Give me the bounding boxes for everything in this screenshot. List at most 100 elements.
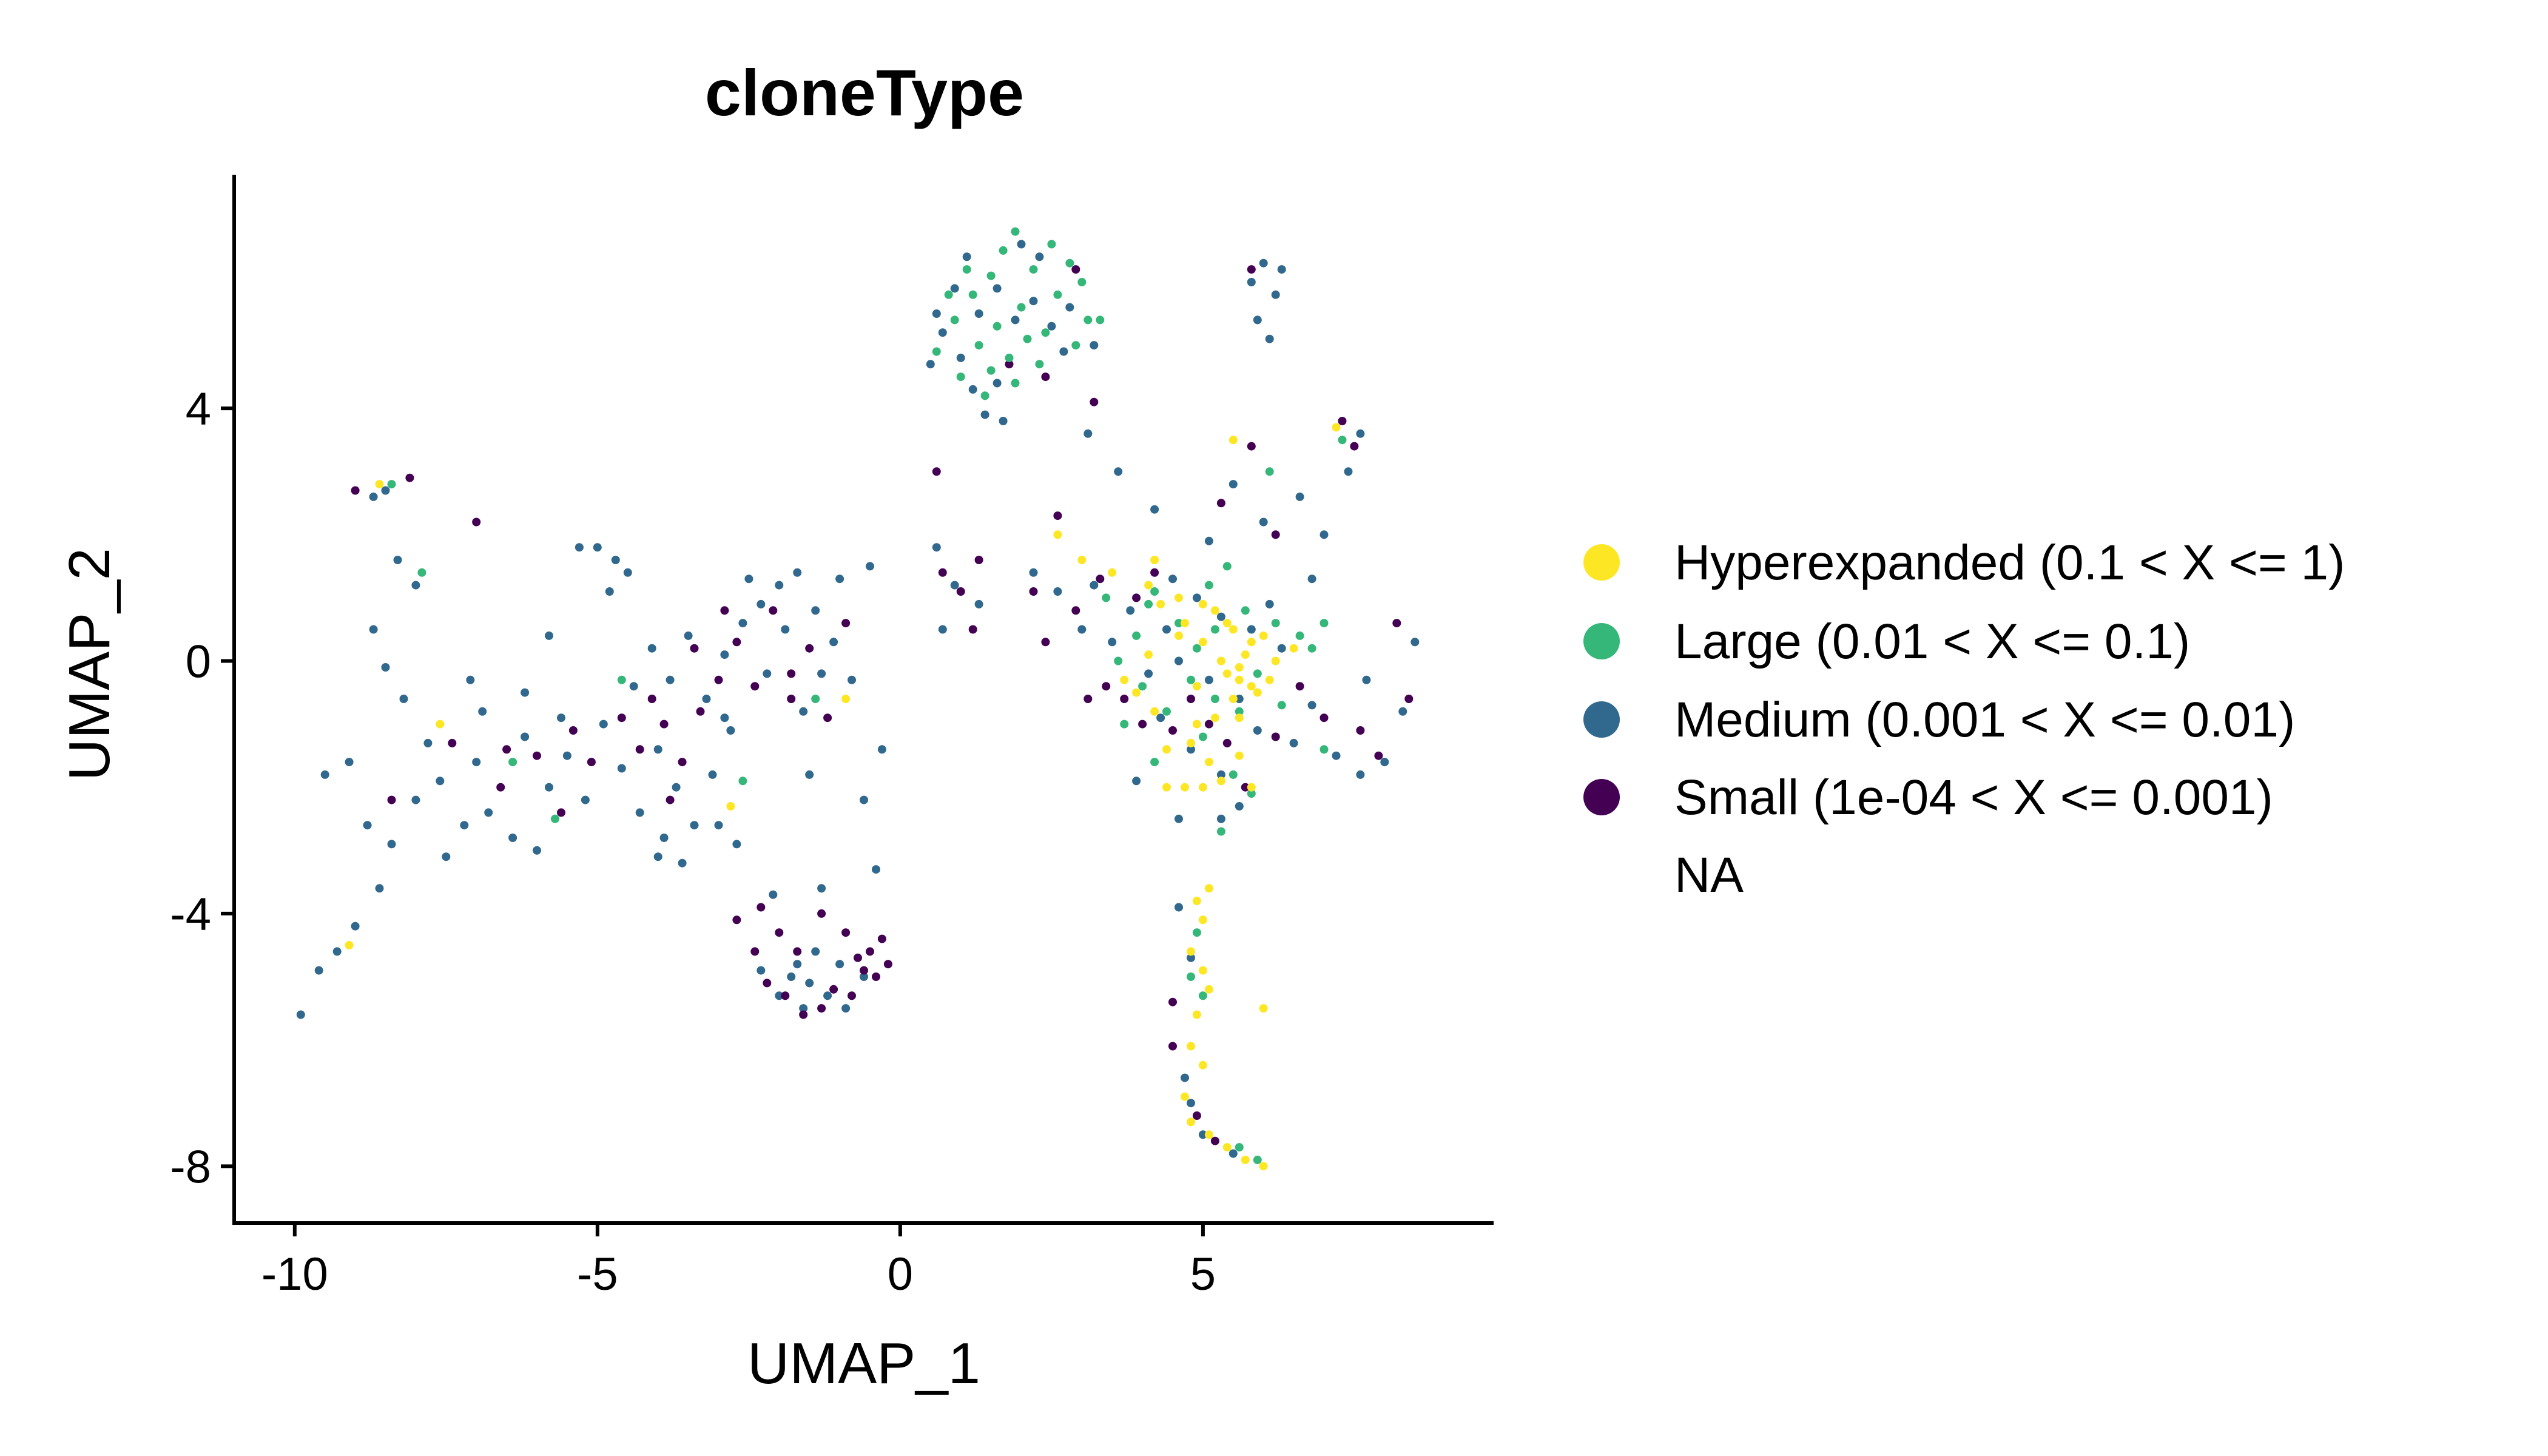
x-axis-ticks: -10 -5 0 5 xyxy=(261,1223,1216,1300)
data-point xyxy=(938,568,947,577)
data-point xyxy=(375,884,384,893)
data-point xyxy=(793,568,802,577)
data-point xyxy=(817,909,826,918)
data-point xyxy=(1374,751,1383,760)
data-point xyxy=(1156,599,1165,608)
data-point xyxy=(653,745,662,754)
data-point xyxy=(805,979,814,988)
data-point xyxy=(974,341,983,350)
data-point xyxy=(1228,770,1238,779)
data-point xyxy=(381,663,390,672)
data-point xyxy=(1253,688,1262,697)
data-point xyxy=(629,682,638,691)
data-point xyxy=(1187,675,1195,684)
data-point xyxy=(1011,379,1020,388)
data-point xyxy=(841,695,851,703)
data-point xyxy=(575,543,584,552)
data-point xyxy=(1192,1010,1201,1019)
data-point xyxy=(587,758,596,767)
y-tick-label: 0 xyxy=(186,636,211,688)
chart-title: cloneType xyxy=(705,56,1024,129)
legend-label: Small (1e-04 < X <= 0.001) xyxy=(1674,770,2273,825)
data-point xyxy=(478,707,487,716)
data-point xyxy=(436,777,445,786)
data-point xyxy=(974,556,983,564)
data-point xyxy=(1150,556,1159,564)
data-point xyxy=(1235,802,1244,811)
data-point xyxy=(1253,315,1262,325)
data-point xyxy=(805,770,814,779)
data-point xyxy=(1404,695,1414,703)
data-point xyxy=(1175,631,1183,640)
data-point xyxy=(956,353,965,362)
data-point xyxy=(848,675,856,684)
data-point xyxy=(999,417,1008,425)
data-point xyxy=(1029,568,1038,577)
data-point xyxy=(1204,536,1213,545)
data-point xyxy=(1307,701,1316,710)
data-point xyxy=(1041,638,1050,647)
data-point xyxy=(1259,1004,1268,1013)
data-point xyxy=(841,1004,851,1013)
data-point xyxy=(1235,713,1244,723)
data-point xyxy=(1035,360,1044,369)
data-point xyxy=(738,777,747,786)
data-point xyxy=(1235,751,1244,760)
data-point xyxy=(411,795,420,804)
data-point xyxy=(1187,745,1195,754)
data-point xyxy=(1011,227,1020,236)
data-point xyxy=(1235,1143,1244,1152)
data-point xyxy=(1047,240,1056,249)
data-point xyxy=(1380,758,1389,767)
data-point xyxy=(1204,675,1213,684)
data-point xyxy=(369,492,378,501)
data-point xyxy=(956,372,965,382)
data-point xyxy=(1053,587,1062,596)
data-point xyxy=(623,568,632,577)
data-point xyxy=(769,890,778,899)
data-point xyxy=(1198,1130,1207,1139)
data-point xyxy=(993,322,1002,331)
data-point xyxy=(1216,777,1225,786)
data-point xyxy=(1235,707,1244,716)
data-point xyxy=(1120,720,1129,729)
data-point xyxy=(775,991,784,1000)
data-point xyxy=(1289,644,1298,653)
data-point xyxy=(1265,467,1274,476)
data-point xyxy=(363,821,372,830)
data-point xyxy=(387,795,396,804)
data-point xyxy=(999,246,1008,255)
data-point xyxy=(1187,1042,1195,1051)
data-point xyxy=(351,922,360,931)
y-tick-label: -4 xyxy=(170,889,211,940)
data-point xyxy=(841,619,851,628)
data-point xyxy=(1277,644,1286,653)
data-point xyxy=(533,751,541,760)
data-point xyxy=(1144,599,1153,608)
data-point xyxy=(1192,682,1201,691)
data-point xyxy=(938,625,947,634)
data-point xyxy=(381,486,390,495)
data-point xyxy=(763,979,772,988)
data-point xyxy=(1241,606,1250,615)
x-tick-label: -10 xyxy=(261,1249,328,1300)
data-point xyxy=(877,745,886,754)
data-point xyxy=(1235,675,1244,684)
data-point xyxy=(1192,897,1201,906)
data-point xyxy=(1132,777,1141,786)
data-point xyxy=(1320,619,1329,628)
data-point xyxy=(1175,619,1183,628)
data-point xyxy=(1259,517,1268,527)
data-point xyxy=(617,675,626,684)
data-point xyxy=(1168,575,1177,584)
data-point xyxy=(1216,499,1225,508)
data-point xyxy=(1005,360,1014,369)
data-point xyxy=(545,631,553,640)
data-point xyxy=(1187,1099,1195,1108)
data-point xyxy=(817,1004,826,1013)
legend-na-label: NA xyxy=(1674,848,1744,903)
data-point xyxy=(1277,265,1286,274)
data-points xyxy=(296,227,1420,1171)
data-point xyxy=(860,972,868,981)
